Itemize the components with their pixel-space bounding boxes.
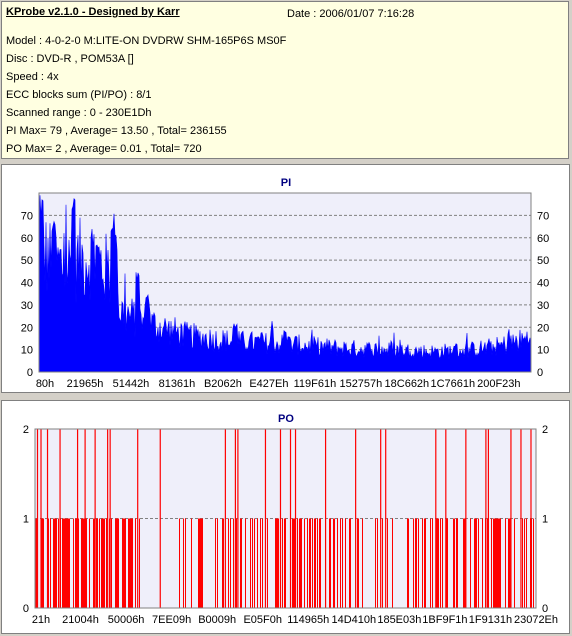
app-title: KProbe v2.1.0 - Designed by Karr <box>6 6 180 18</box>
pi-ytick-right: 50 <box>537 255 549 267</box>
speed-line: Speed : 4x <box>6 71 59 83</box>
pi-xtick: 200F23h <box>477 378 520 390</box>
po-ytick-right: 2 <box>542 424 548 436</box>
pi-series <box>38 195 532 373</box>
po-chart-title: PO <box>278 413 294 425</box>
po-xtick: 1BF9F1h <box>422 614 467 626</box>
po-chart: PO 0 0 1 1 2 2 21h 21004h 50006h 7EE09h B0009h E05F… <box>23 413 558 626</box>
pi-chart-panel: PI 0 0 10 10 20 20 30 30 40 40 50 50 60 60 70 70 80h 2196… <box>1 164 570 393</box>
pi-ytick-right: 0 <box>537 367 543 379</box>
pi-ytick-left: 70 <box>21 210 33 222</box>
pi-ytick-left: 50 <box>21 255 33 267</box>
pi-ytick-right: 40 <box>537 278 549 290</box>
pi-xtick: B2062h <box>204 378 242 390</box>
pi-ytick-right: 70 <box>537 210 549 222</box>
po-ytick-left: 1 <box>23 514 29 526</box>
pi-ytick-right: 10 <box>537 345 549 357</box>
pi-ytick-left: 20 <box>21 322 33 334</box>
pi-xtick: E427Eh <box>249 378 288 390</box>
po-xtick: B0009h <box>198 614 236 626</box>
pi-xtick: 152757h <box>339 378 382 390</box>
pi-chart: PI 0 0 10 10 20 20 30 30 40 40 50 50 60 60 70 70 80h 2196… <box>21 177 550 390</box>
po-xtick: 21h <box>32 614 50 626</box>
scanned-range-line: Scanned range : 0 - 230E1Dh <box>6 107 152 119</box>
ecc-sum-line: ECC blocks sum (PI/PO) : 8/1 <box>6 89 152 101</box>
pi-ytick-right: 20 <box>537 322 549 334</box>
po-plot-border <box>34 428 537 609</box>
po-xtick: 114965h <box>287 614 329 626</box>
pi-xtick: 1C7661h <box>431 378 476 390</box>
po-chart-panel: PO 0 0 1 1 2 2 21h 21004h 50006h 7EE09h B0009h E05F… <box>1 400 570 634</box>
pi-xtick: 21965h <box>67 378 104 390</box>
pi-ytick-left: 10 <box>21 345 33 357</box>
po-ytick-left: 0 <box>23 603 29 615</box>
po-xtick: 21004h <box>62 614 99 626</box>
pi-xtick: 80h <box>36 378 54 390</box>
pi-xtick: 119F61h <box>294 378 337 390</box>
pi-plot-border <box>38 192 532 373</box>
po-xtick: 185E03h <box>377 614 421 626</box>
pi-summary-line: PI Max= 79 , Average= 13.50 , Total= 236… <box>6 125 227 137</box>
po-xtick: 14D410h <box>331 614 376 626</box>
scan-date: Date : 2006/01/07 7:16:28 <box>287 8 415 20</box>
pi-xtick: 18C662h <box>385 378 430 390</box>
po-xtick: 1F9131h <box>469 614 512 626</box>
po-summary-line: PO Max= 2 , Average= 0.01 , Total= 720 <box>6 143 202 155</box>
po-xtick: E05F0h <box>243 614 282 626</box>
pi-ytick-left: 0 <box>27 367 33 379</box>
po-xtick: 7EE09h <box>152 614 191 626</box>
info-panel: KProbe v2.1.0 - Designed by Karr Date : … <box>1 1 569 159</box>
pi-chart-title: PI <box>281 177 291 189</box>
pi-xtick: 51442h <box>113 378 150 390</box>
pi-ytick-right: 60 <box>537 233 549 245</box>
model-line: Model : 4-0-2-0 M:LITE-ON DVDRW SHM-165P… <box>6 35 287 47</box>
disc-line: Disc : DVD-R , POM53A [] <box>6 53 134 65</box>
po-ytick-right: 0 <box>542 603 548 615</box>
po-ytick-right: 1 <box>542 514 548 526</box>
po-xtick: 50006h <box>108 614 145 626</box>
po-ytick-left: 2 <box>23 424 29 436</box>
pi-ytick-right: 30 <box>537 300 549 312</box>
pi-xtick: 81361h <box>159 378 196 390</box>
pi-ytick-left: 30 <box>21 300 33 312</box>
pi-ytick-left: 40 <box>21 278 33 290</box>
po-xtick: 23072Eh <box>514 614 558 626</box>
pi-ytick-left: 60 <box>21 233 33 245</box>
